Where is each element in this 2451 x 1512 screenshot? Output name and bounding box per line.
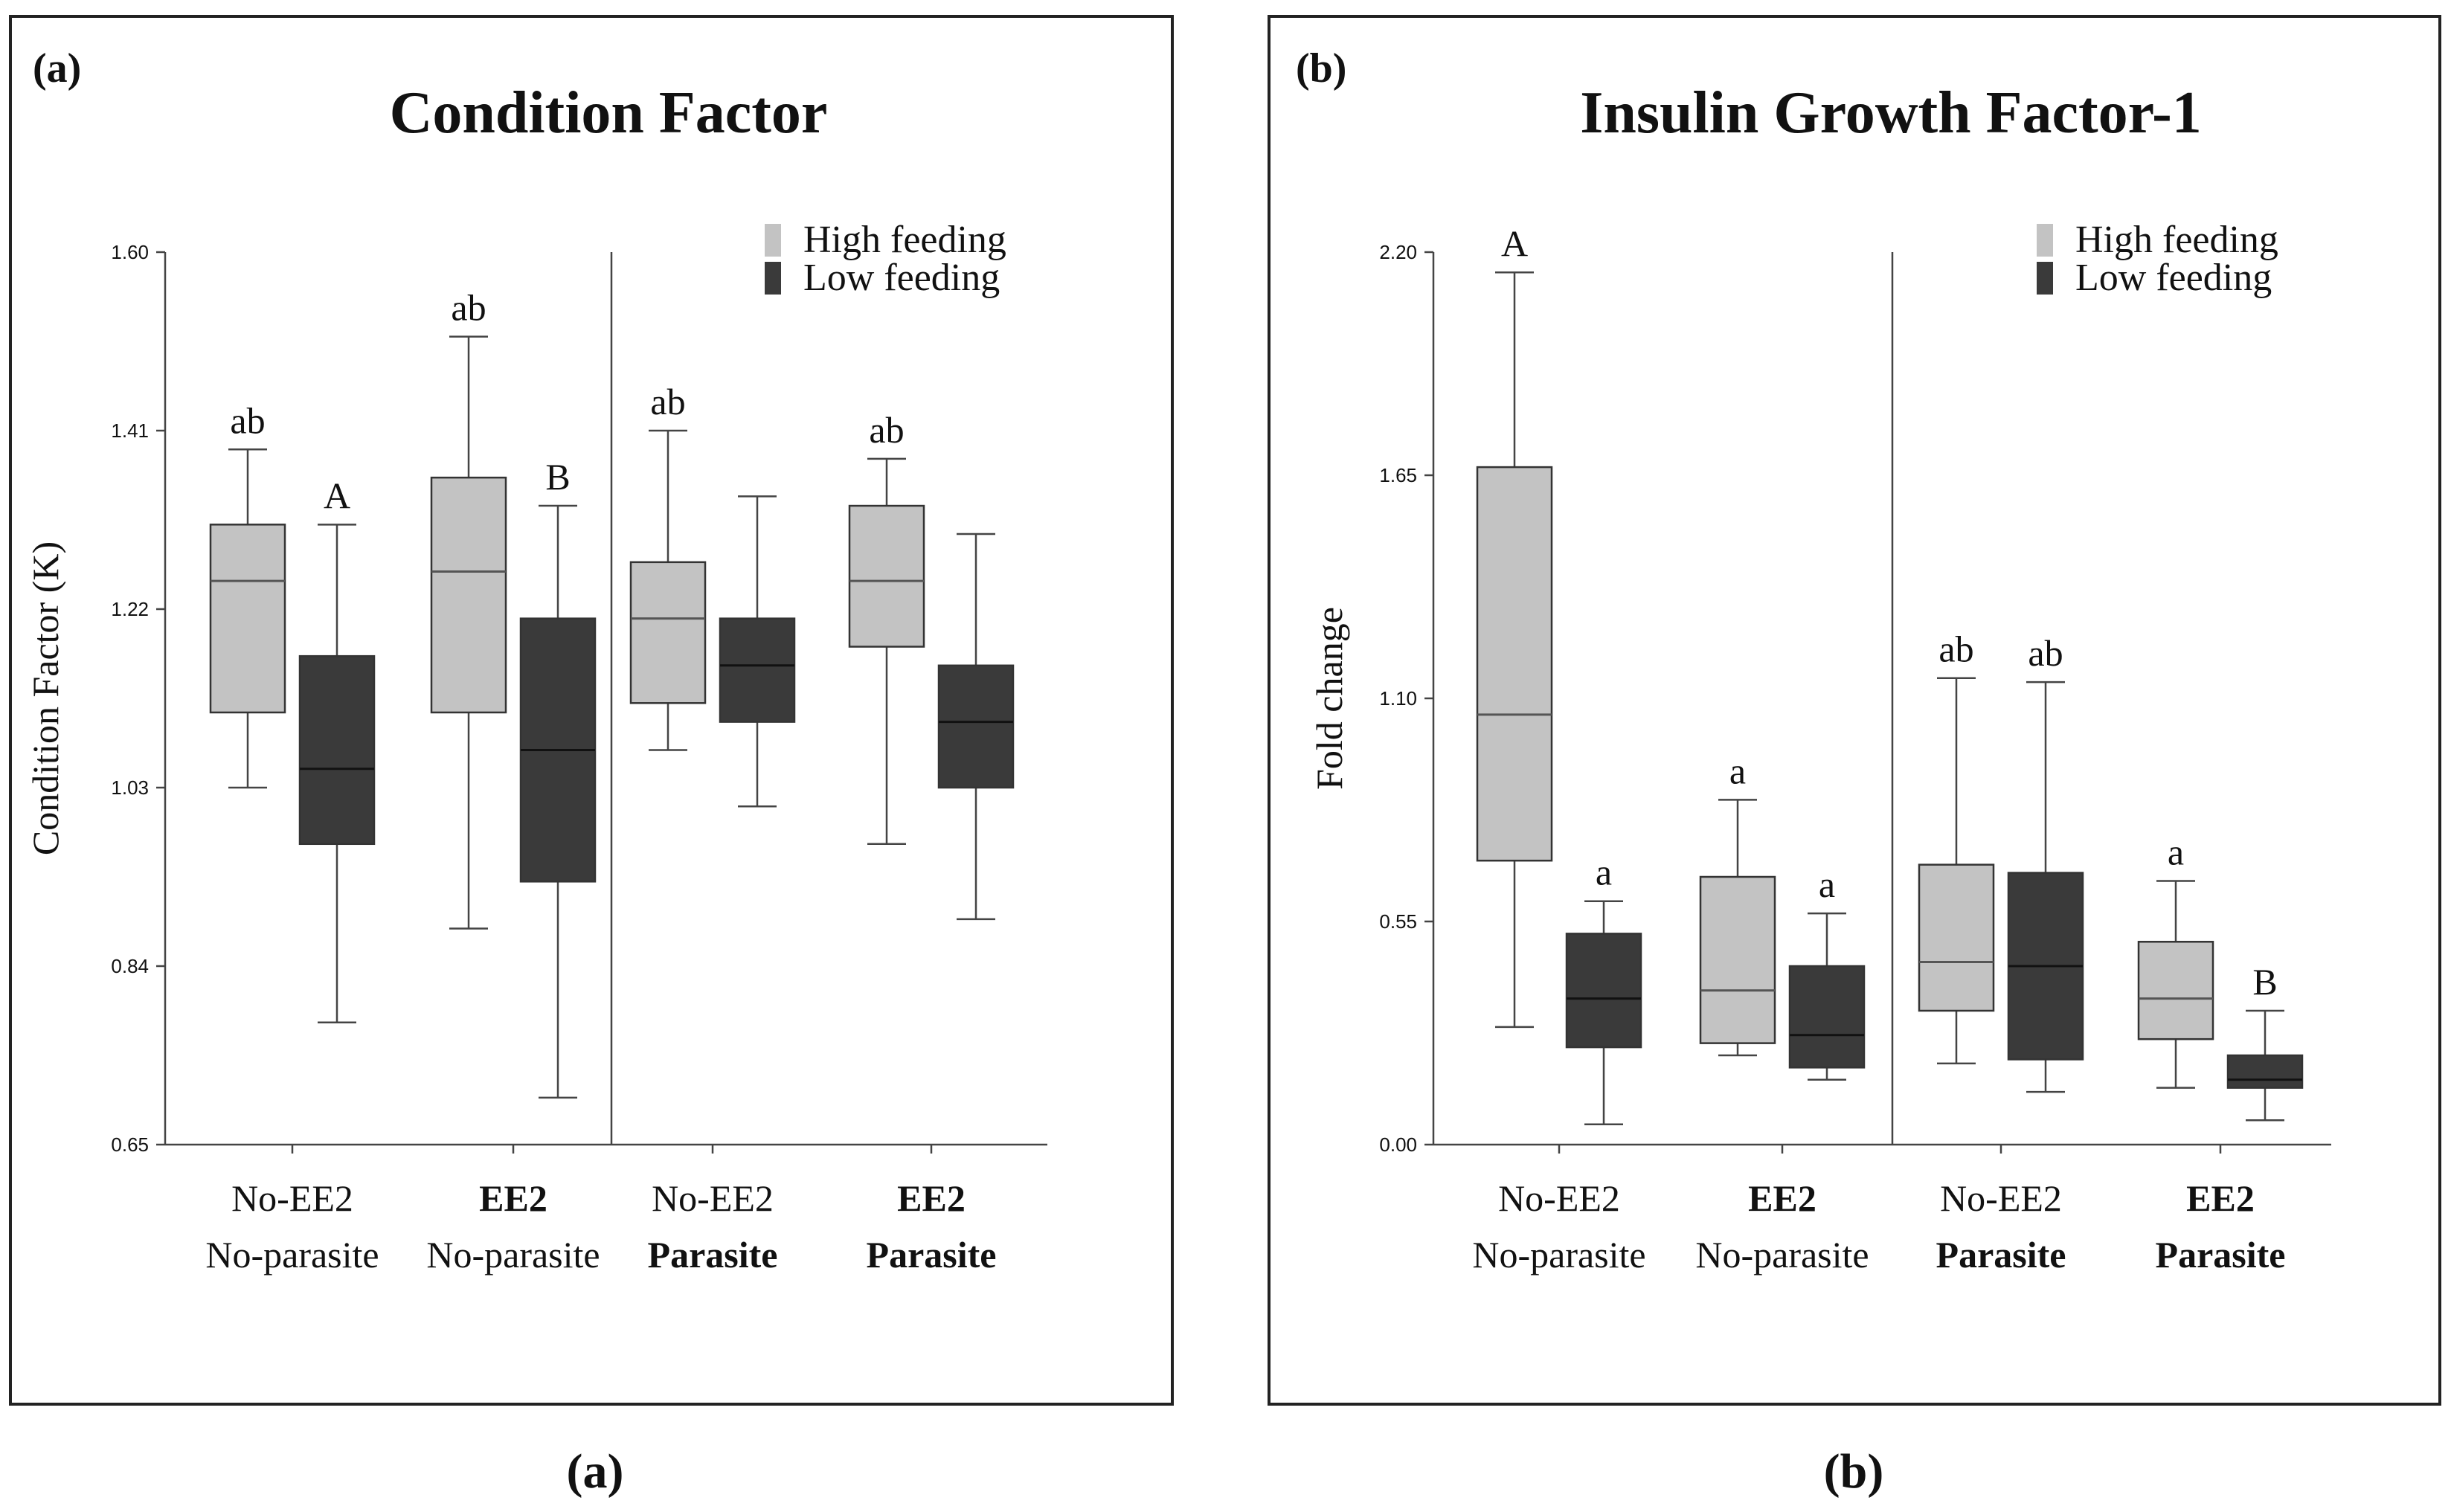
panel-label: (a) bbox=[33, 45, 81, 91]
box-iqr bbox=[2137, 941, 2214, 1040]
y-tick-label: 0.00 bbox=[1379, 1133, 1417, 1156]
box-high-feeding: a bbox=[2137, 831, 2214, 1089]
significance-label: ab bbox=[230, 399, 265, 441]
significance-label: A bbox=[1501, 222, 1528, 264]
legend-label: Low feeding bbox=[803, 257, 1000, 299]
x-group-label-line2: Parasite bbox=[1936, 1234, 2066, 1275]
significance-label: B bbox=[2252, 961, 2277, 1003]
x-group-label-line1: No-EE2 bbox=[231, 1177, 353, 1219]
box-low-feeding: ab bbox=[2007, 632, 2084, 1093]
box-low-feeding: A bbox=[298, 474, 376, 1024]
significance-label: a bbox=[1819, 863, 1835, 905]
box-high-feeding: ab bbox=[629, 381, 707, 751]
y-tick-label: 0.84 bbox=[111, 955, 149, 977]
significance-label: A bbox=[324, 474, 350, 516]
significance-label: a bbox=[1729, 750, 1746, 791]
box-iqr bbox=[2226, 1054, 2304, 1089]
x-group-label-line1: EE2 bbox=[2186, 1177, 2255, 1219]
panel-label: (b) bbox=[1296, 45, 1346, 91]
x-group-label-line1: EE2 bbox=[479, 1177, 547, 1219]
box-low-feeding: B bbox=[519, 456, 597, 1099]
legend-swatch bbox=[765, 262, 781, 295]
y-tick-label: 1.10 bbox=[1379, 687, 1417, 710]
box-high-feeding: ab bbox=[209, 399, 286, 789]
y-tick-label: 1.41 bbox=[111, 419, 149, 442]
box-low-feeding: B bbox=[2226, 961, 2304, 1122]
box-iqr bbox=[848, 504, 925, 648]
box-iqr bbox=[629, 561, 707, 704]
box-iqr bbox=[1699, 875, 1776, 1044]
panel-b-insulin-growth-factor: (b) Insulin Growth Factor-1 0.00 0.55 1.10 1.… bbox=[1268, 15, 2441, 1499]
panel-a-condition-factor: (a) Condition Factor 0.65 0.84 1.03 1.22 1.41 1… bbox=[9, 15, 1174, 1499]
x-group-label-line1: EE2 bbox=[1748, 1177, 1816, 1219]
chart-title: Insulin Growth Factor-1 bbox=[1580, 80, 2202, 146]
x-group-label-line2: Parasite bbox=[867, 1234, 997, 1275]
box-low-feeding bbox=[937, 533, 1015, 921]
x-group-label-line1: No-EE2 bbox=[1498, 1177, 1620, 1219]
y-tick-label: 2.20 bbox=[1379, 241, 1417, 263]
significance-label: a bbox=[1596, 852, 1612, 893]
box-iqr bbox=[209, 524, 286, 714]
box-iqr bbox=[298, 654, 376, 846]
chart-title: Condition Factor bbox=[390, 80, 828, 146]
x-group-label-line1: No-EE2 bbox=[652, 1177, 774, 1219]
box-high-feeding: A bbox=[1476, 222, 1553, 1029]
box-high-feeding: a bbox=[1699, 750, 1776, 1057]
legend-swatch bbox=[765, 224, 781, 257]
x-group-label-line2: No-parasite bbox=[1695, 1234, 1869, 1275]
y-axis-label: Fold change bbox=[1308, 607, 1350, 790]
box-iqr bbox=[430, 476, 507, 714]
x-group-label-line2: No-parasite bbox=[426, 1234, 600, 1275]
y-tick-label: 1.22 bbox=[111, 598, 149, 620]
y-tick-label: 0.65 bbox=[111, 1133, 149, 1156]
x-group-label-line2: No-parasite bbox=[1472, 1234, 1645, 1275]
significance-label: B bbox=[545, 456, 570, 498]
x-group-label-line1: No-EE2 bbox=[1940, 1177, 2062, 1219]
x-group-label-line2: No-parasite bbox=[205, 1234, 379, 1275]
box-low-feeding bbox=[719, 495, 796, 808]
legend-label: High feeding bbox=[803, 219, 1006, 261]
significance-label: ab bbox=[451, 287, 486, 329]
x-group-label-line2: Parasite bbox=[648, 1234, 778, 1275]
legend-label: High feeding bbox=[2075, 219, 2278, 261]
box-iqr bbox=[937, 664, 1015, 789]
y-tick-label: 1.03 bbox=[111, 776, 149, 799]
significance-label: ab bbox=[650, 381, 685, 422]
y-tick-label: 1.60 bbox=[111, 241, 149, 263]
significance-label: ab bbox=[1938, 628, 1973, 670]
legend-swatch bbox=[2037, 262, 2053, 295]
x-group-label-line1: EE2 bbox=[897, 1177, 966, 1219]
box-high-feeding: ab bbox=[848, 409, 925, 846]
panel-frame bbox=[9, 15, 1174, 1406]
x-group-label-line2: Parasite bbox=[2156, 1234, 2286, 1275]
box-iqr bbox=[1918, 863, 1995, 1012]
panel-caption: (b) bbox=[1824, 1444, 1884, 1499]
box-high-feeding: ab bbox=[430, 287, 507, 930]
legend-label: Low feeding bbox=[2075, 257, 2272, 299]
box-high-feeding: ab bbox=[1918, 628, 1995, 1065]
panel-caption: (a) bbox=[567, 1444, 624, 1499]
y-tick-label: 1.65 bbox=[1379, 464, 1417, 486]
box-iqr bbox=[1476, 466, 1553, 862]
box-low-feeding: a bbox=[1788, 863, 1866, 1081]
panel-frame bbox=[1268, 15, 2441, 1406]
y-axis-label: Condition Factor (K) bbox=[25, 541, 66, 855]
box-iqr bbox=[1788, 965, 1866, 1069]
significance-label: ab bbox=[2028, 632, 2063, 674]
box-iqr bbox=[1565, 933, 1642, 1049]
significance-label: ab bbox=[869, 409, 904, 451]
box-low-feeding: a bbox=[1565, 852, 1642, 1125]
box-iqr bbox=[719, 617, 796, 723]
y-tick-label: 0.55 bbox=[1379, 910, 1417, 933]
significance-label: a bbox=[2168, 831, 2184, 872]
legend-swatch bbox=[2037, 224, 2053, 257]
